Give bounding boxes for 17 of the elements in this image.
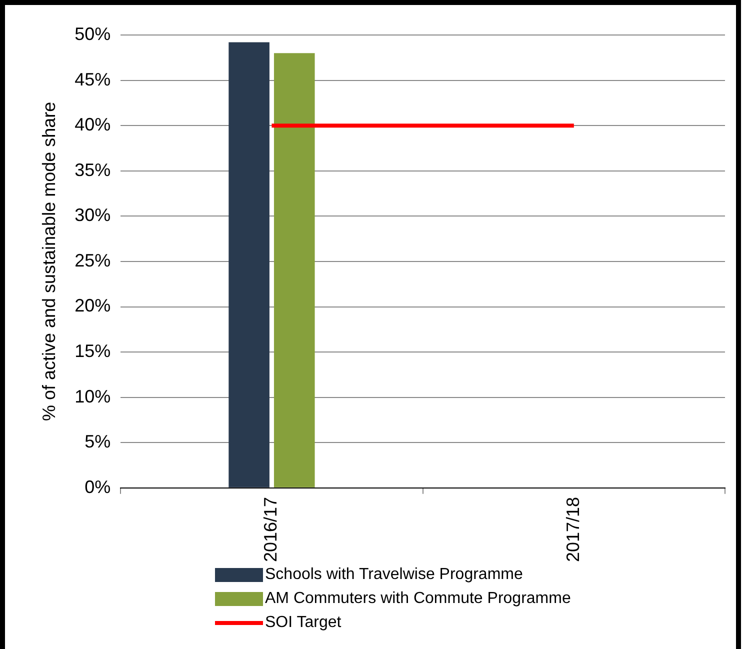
y-tick-label: 10% bbox=[74, 386, 111, 406]
y-tick-label: 0% bbox=[84, 476, 111, 497]
x-tick-label: 2016/17 bbox=[260, 496, 281, 562]
y-tick-label: 5% bbox=[84, 432, 111, 452]
y-tick-label: 45% bbox=[74, 69, 111, 90]
y-tick-label: 30% bbox=[74, 205, 111, 226]
y-tick-label: 35% bbox=[74, 160, 111, 180]
y-tick-label: 15% bbox=[74, 341, 111, 362]
y-tick-label: 40% bbox=[74, 114, 111, 135]
y-tick-label: 20% bbox=[74, 296, 111, 316]
y-tick-label: 50% bbox=[74, 24, 111, 44]
legend-label: SOI Target bbox=[265, 614, 342, 632]
legend-label: Schools with Travelwise Programme bbox=[265, 566, 523, 584]
y-axis-title: % of active and sustainable mode share bbox=[38, 102, 59, 422]
y-tick-label: 25% bbox=[74, 250, 111, 270]
x-tick-label: 2017/18 bbox=[562, 496, 583, 562]
legend-label: AM Commuters with Commute Programme bbox=[265, 590, 571, 608]
